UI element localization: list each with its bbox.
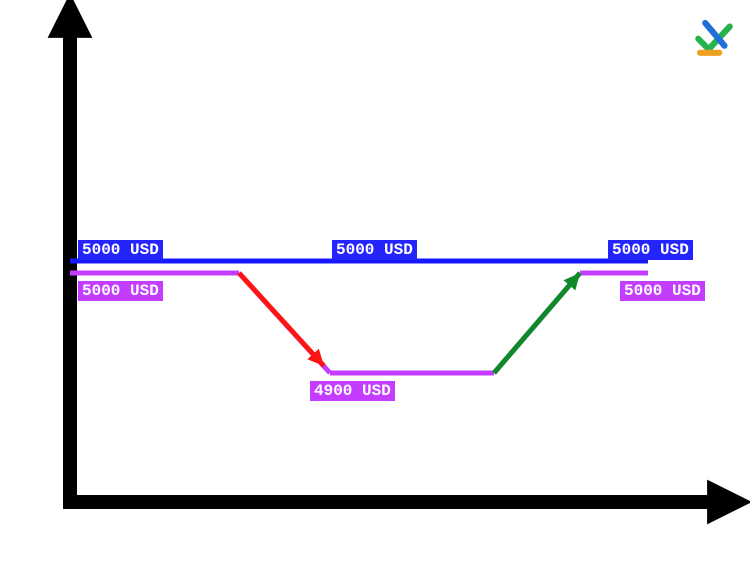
magenta-value-label: 5000 USD — [620, 281, 705, 301]
blue-value-label: 5000 USD — [608, 240, 693, 260]
green-up-arrow — [494, 273, 580, 373]
blue-value-label: 5000 USD — [78, 240, 163, 260]
chart-canvas: 5000 USD 5000 USD 5000 USD 5000 USD 5000 USD… — [0, 0, 750, 562]
red-down-arrow — [239, 273, 324, 366]
magenta-value-label: 5000 USD — [78, 281, 163, 301]
blue-value-label: 5000 USD — [332, 240, 417, 260]
brand-logo-icon — [693, 16, 735, 58]
magenta-value-label: 4900 USD — [310, 381, 395, 401]
